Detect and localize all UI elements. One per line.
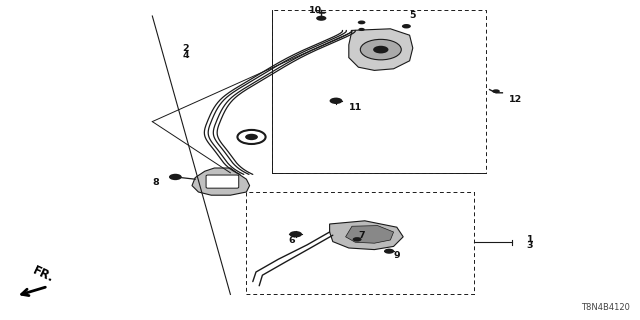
Circle shape — [289, 231, 302, 237]
Text: 7: 7 — [358, 231, 365, 240]
Text: 4: 4 — [182, 51, 189, 60]
Circle shape — [316, 16, 326, 21]
Text: 10: 10 — [309, 6, 322, 15]
Text: T8N4B4120: T8N4B4120 — [582, 303, 630, 312]
Circle shape — [373, 46, 388, 53]
Circle shape — [358, 28, 365, 31]
Text: 1: 1 — [527, 235, 533, 244]
Circle shape — [402, 24, 411, 28]
Polygon shape — [349, 29, 413, 70]
Text: 2: 2 — [182, 44, 189, 52]
Text: 3: 3 — [527, 241, 533, 250]
Text: 5: 5 — [410, 11, 416, 20]
Circle shape — [384, 249, 394, 254]
Circle shape — [353, 237, 362, 242]
Circle shape — [330, 98, 342, 104]
Text: 8: 8 — [152, 178, 159, 187]
Circle shape — [360, 39, 401, 60]
Text: 9: 9 — [394, 252, 400, 260]
Text: 12: 12 — [509, 95, 522, 104]
Text: 6: 6 — [289, 236, 295, 245]
FancyBboxPatch shape — [206, 175, 239, 188]
Circle shape — [358, 20, 365, 24]
Text: 11: 11 — [349, 103, 362, 112]
Polygon shape — [330, 221, 403, 250]
Circle shape — [492, 89, 500, 93]
Text: FR.: FR. — [31, 264, 56, 285]
Circle shape — [169, 174, 182, 180]
Polygon shape — [346, 226, 394, 243]
Polygon shape — [192, 168, 250, 195]
Circle shape — [245, 134, 258, 140]
